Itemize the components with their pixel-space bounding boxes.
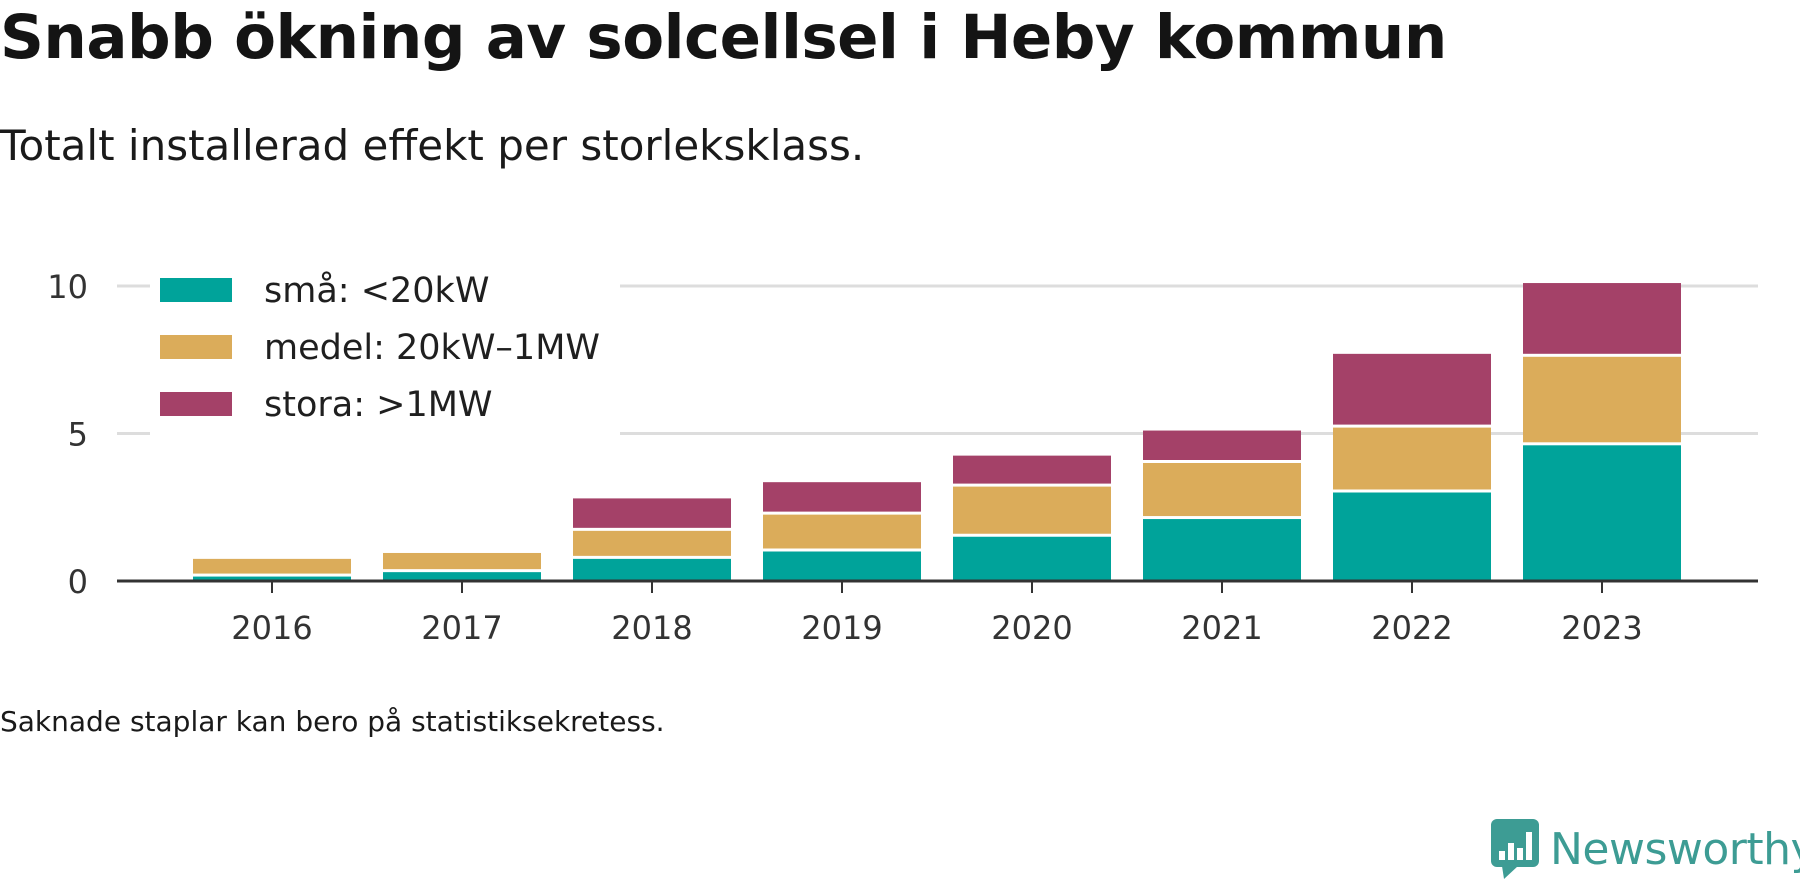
legend-label: små: <20kW [264,270,489,311]
bar-segment: medel: 20kW–1MW 2018: 0.95 [573,530,731,556]
footnote: Saknade staplar kan bero på statistiksek… [0,705,665,738]
x-tick-label: 2022 [1371,609,1452,647]
bar-segment: medel: 20kW–1MW 2019: 1.25 [763,514,921,549]
legend-swatch [160,335,232,359]
x-tick-label: 2018 [611,609,692,647]
bar-segment: medel: 20kW–1MW 2016: 0.6 [193,558,351,574]
x-tick-label: 2020 [991,609,1072,647]
bar-segment: medel: 20kW–1MW 2021: 1.9 [1143,463,1301,517]
bar-segment: medel: 20kW–1MW 2020: 1.7 [953,486,1111,534]
bar-segment: små: <20kW 2019: 1 [763,551,921,580]
y-tick-label: 5 [68,416,88,454]
bar-segment: stora: >1MW 2019: 1.1 [763,482,921,512]
bar-segment: medel: 20kW–1MW 2023: 3 [1523,356,1681,443]
axes: 0 5 10 2016 2017 2018 2019 2020 2021 2022 2023 [47,268,1758,647]
bar-segment: små: <20kW 2020: 1.5 [953,536,1111,580]
chart-subtitle: Totalt installerad effekt per storlekskl… [0,121,865,170]
x-tick-label: 2021 [1181,609,1262,647]
newsworthy-logo-icon [1491,819,1539,879]
bar-segment: små: <20kW 2018: 0.75 [573,558,731,580]
bar-segment: små: <20kW 2022: 3 [1333,492,1491,580]
brand[interactable]: Newsworthy [1490,818,1800,880]
legend-swatch [160,278,232,302]
bar-segment: små: <20kW 2021: 2.1 [1143,519,1301,580]
bar-segment: stora: >1MW 2022: 2.5 [1333,353,1491,425]
x-tick-label: 2023 [1561,609,1642,647]
bar-segment: medel: 20kW–1MW 2022: 2.2 [1333,427,1491,490]
chart-title: Snabb ökning av solcellsel i Heby kommun [0,2,1447,73]
legend-label: stora: >1MW [264,385,493,425]
bar-segment: stora: >1MW 2023: 2.5 [1523,283,1681,354]
bar-segment: stora: >1MW 2018: 1.1 [573,498,731,528]
legend-label: medel: 20kW–1MW [264,328,600,368]
y-tick-label: 10 [47,268,88,306]
bar-segment: stora: >1MW 2020: 1.05 [953,455,1111,484]
y-tick-label: 0 [68,563,88,601]
legend-swatch [160,392,232,416]
bar-segment: medel: 20kW–1MW 2017: 0.65 [383,552,541,570]
x-tick-label: 2016 [231,609,312,647]
bar-segment: stora: >1MW 2021: 1.1 [1143,430,1301,460]
bars: små: <20kW 2016: 0.15 medel: 20kW–1MW 201… [193,283,1681,580]
legend: små: <20kW medel: 20kW–1MW stora: >1MW [150,262,620,443]
brand-name[interactable]: Newsworthy [1550,823,1800,875]
bar-segment: små: <20kW 2017: 0.3 [383,572,541,580]
bar-segment: små: <20kW 2016: 0.15 [193,576,351,580]
stacked-bar-chart: små: <20kW 2016: 0.15 medel: 20kW–1MW 201… [47,262,1758,647]
bar-segment: små: <20kW 2023: 4.6 [1523,445,1681,580]
x-tick-label: 2017 [421,609,502,647]
x-tick-label: 2019 [801,609,882,647]
